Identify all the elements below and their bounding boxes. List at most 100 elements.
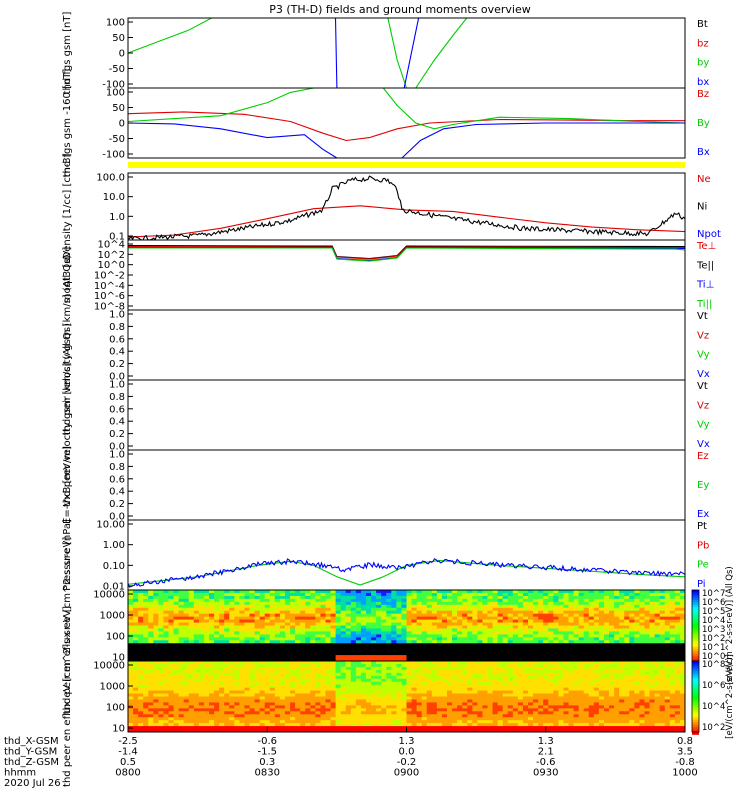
heatmap-cell [447,628,453,632]
heatmap-cell [497,687,504,691]
heatmap-cell [502,613,509,618]
heatmap-cell [543,708,549,712]
heatmap-cell [436,705,443,709]
heatmap-cell [512,711,519,715]
heatmap-cell [386,649,392,653]
heatmap-cell [583,592,590,597]
heatmap-cell [462,696,468,700]
heatmap-cell [578,613,585,618]
heatmap-cell [477,622,483,626]
heatmap-cell [502,655,509,659]
heatmap-cell [543,693,549,697]
heatmap-cell [391,619,397,623]
heatmap-cell [274,625,281,629]
heatmap-cell [593,607,600,612]
heatmap-cell [522,601,529,606]
heatmap-cell [219,625,225,629]
heatmap-cell [254,634,261,638]
heatmap-cell [517,634,524,638]
heatmap-cell [416,720,423,724]
heatmap-cell [644,655,650,659]
heatmap-cell [543,690,549,694]
heatmap-cell [290,610,296,615]
heatmap-cell [482,598,488,603]
heatmap-cell [558,696,564,700]
heatmap-cell [355,622,362,626]
heatmap-cell [143,655,149,659]
heatmap-cell [305,702,311,706]
heatmap-cell [360,601,367,606]
heatmap-cell [426,678,433,683]
heatmap-cell [452,705,458,709]
heatmap-cell [674,637,681,641]
heatmap-cell [143,687,149,691]
heatmap-cell [674,590,681,594]
heatmap-cell [148,637,154,641]
heatmap-cell [502,675,509,680]
heatmap-cell [128,696,134,700]
heatmap-cell [315,598,321,603]
heatmap-cell [548,672,554,677]
heatmap-cell [234,649,240,653]
heatmap-cell [664,643,671,647]
heatmap-cell [553,631,559,635]
heatmap-cell [679,658,686,662]
heatmap-cell [249,625,255,629]
heatmap-cell [320,646,326,650]
heatmap-cell [320,690,326,694]
heatmap-cell [598,625,605,629]
heatmap-cell [365,699,372,703]
heatmap-cell [391,640,397,644]
heatmap-cell [619,592,625,597]
heatmap-cell [193,592,200,597]
heatmap-cell [371,672,377,677]
heatmap-cell [674,643,681,647]
heatmap-cell [441,652,448,656]
heatmap-cell [254,604,261,609]
heatmap-cell [522,708,529,712]
heatmap-cell [462,604,468,609]
heatmap-cell [229,631,235,635]
heatmap-cell [644,598,650,603]
heatmap-cell [376,610,382,615]
heatmap-cell [431,595,438,600]
heatmap-cell [138,714,144,718]
heatmap-cell [396,610,402,615]
heatmap-cell [305,619,311,623]
heatmap-cell [406,711,412,715]
heatmap-cell [173,669,180,674]
heatmap-cell [330,661,337,665]
heatmap-cell [436,622,443,626]
heatmap-cell [426,616,433,620]
heatmap-cell [583,601,590,606]
heatmap-cell [163,658,169,662]
heatmap-cell [538,619,544,623]
heatmap-cell [229,720,235,724]
heatmap-cell [649,625,656,629]
heatmap-cell [497,666,504,671]
heatmap-cell [193,622,200,626]
heatmap-cell [406,708,412,712]
heatmap-cell [447,663,453,668]
heatmap-cell [401,595,407,600]
heatmap-cell [320,661,326,665]
heatmap-cell [583,590,590,594]
heatmap-cell [457,684,463,689]
heatmap-cell [249,619,255,623]
heatmap-cell [305,658,311,662]
heatmap-cell [512,687,519,691]
heatmap-cell [502,723,509,727]
y-tick-label: 10^-4 [94,281,125,292]
heatmap-cell [360,675,367,680]
heatmap-cell [578,622,585,626]
heatmap-cell [436,607,443,612]
heatmap-cell [259,681,266,686]
heatmap-cell [259,690,266,694]
heatmap-cell [310,708,316,712]
heatmap-cell [386,613,392,618]
heatmap-cell [300,666,306,671]
heatmap-cell [284,610,291,615]
heatmap-cell [447,655,453,659]
heatmap-cell [517,708,524,712]
heatmap-cell [538,711,544,715]
